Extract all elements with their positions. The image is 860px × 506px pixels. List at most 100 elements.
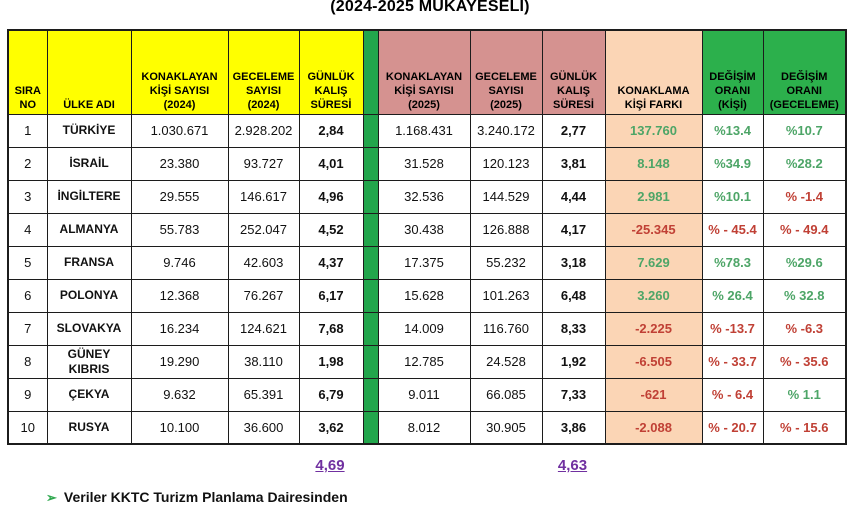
header-konaklama-farki: KONAKLAMA KİŞİ FARKI [604, 29, 703, 115]
separator-cell [362, 344, 379, 379]
cell-konaklama-farki: -2.225 [604, 311, 703, 346]
cell-gunluk-2024: 7,68 [298, 311, 364, 346]
cell-degisim-kisi: % - 20.7 [701, 410, 764, 445]
cell-gunluk-2025: 3,86 [541, 410, 606, 445]
header-konaklayan-2025: KONAKLAYAN KİŞİ SAYISI (2025) [377, 29, 471, 115]
cell-sira-no: 9 [7, 377, 48, 412]
cell-sira-no: 8 [7, 344, 48, 379]
table-row: 9 ÇEKYA 9.632 65.391 6,79 9.011 66.085 7,33 -621… [7, 377, 847, 412]
cell-degisim-geceleme: % 32.8 [762, 278, 847, 313]
cell-konaklama-farki: 2.981 [604, 179, 703, 214]
cell-konaklayan-2025: 8.012 [377, 410, 471, 445]
cell-konaklama-farki: 8.148 [604, 146, 703, 181]
separator-cell [362, 113, 379, 148]
cell-gunluk-2024: 6,17 [298, 278, 364, 313]
cell-sira-no: 3 [7, 179, 48, 214]
table-row: 7 SLOVAKYA 16.234 124.621 7,68 14.009 116.760 8… [7, 311, 847, 346]
cell-konaklama-farki: -25.345 [604, 212, 703, 247]
cell-konaklayan-2024: 29.555 [130, 179, 229, 214]
table-row: 3 İNGİLTERE 29.555 146.617 4,96 32.536 144.529… [7, 179, 847, 214]
cell-country: İSRAİL [46, 146, 132, 181]
cell-konaklayan-2025: 1.168.431 [377, 113, 471, 148]
cell-geceleme-2024: 65.391 [227, 377, 300, 412]
separator-column [362, 29, 379, 115]
cell-sira-no: 5 [7, 245, 48, 280]
table-row: 10 RUSYA 10.100 36.600 3,62 8.012 30.905 3,86 -2… [7, 410, 847, 445]
cell-country: İNGİLTERE [46, 179, 132, 214]
cell-degisim-geceleme: %28.2 [762, 146, 847, 181]
cell-degisim-kisi: % -13.7 [701, 311, 764, 346]
cell-geceleme-2025: 116.760 [469, 311, 543, 346]
cell-geceleme-2025: 55.232 [469, 245, 543, 280]
cell-degisim-kisi: %13.4 [701, 113, 764, 148]
cell-konaklama-farki: -621 [604, 377, 703, 412]
cell-geceleme-2024: 124.621 [227, 311, 300, 346]
separator-cell [362, 212, 379, 247]
cell-gunluk-2025: 2,77 [541, 113, 606, 148]
cell-degisim-kisi: %78.3 [701, 245, 764, 280]
header-degisim-kisi: DEĞİŞİM ORANI (KİŞİ) [701, 29, 764, 115]
cell-gunluk-2024: 6,79 [298, 377, 364, 412]
cell-konaklayan-2024: 23.380 [130, 146, 229, 181]
source-footnote-text: Veriler KKTC Turizm Planlama Dairesinden [63, 489, 348, 505]
cell-konaklayan-2024: 10.100 [130, 410, 229, 445]
cell-geceleme-2024: 93.727 [227, 146, 300, 181]
separator-cell [362, 278, 379, 313]
table-row: 5 FRANSA 9.746 42.603 4,37 17.375 55.232 3,18 7.… [7, 245, 847, 280]
cell-konaklayan-2024: 55.783 [130, 212, 229, 247]
average-gunluk-2025: 4,63 [557, 457, 588, 474]
cell-konaklayan-2025: 15.628 [377, 278, 471, 313]
cell-konaklayan-2025: 12.785 [377, 344, 471, 379]
cell-geceleme-2025: 144.529 [469, 179, 543, 214]
cell-konaklayan-2024: 9.632 [130, 377, 229, 412]
cell-country: POLONYA [46, 278, 132, 313]
cell-degisim-geceleme: % - 35.6 [762, 344, 847, 379]
cell-konaklayan-2024: 16.234 [130, 311, 229, 346]
header-gunluk-2025: GÜNLÜK KALIŞ SÜRESİ [541, 29, 606, 115]
cell-konaklama-farki: -2.088 [604, 410, 703, 445]
cell-country: GÜNEY KIBRIS [46, 344, 132, 379]
cell-degisim-geceleme: % 1.1 [762, 377, 847, 412]
cell-gunluk-2024: 2,84 [298, 113, 364, 148]
cell-geceleme-2024: 36.600 [227, 410, 300, 445]
cell-konaklayan-2024: 1.030.671 [130, 113, 229, 148]
cell-geceleme-2025: 101.263 [469, 278, 543, 313]
cell-country: RUSYA [46, 410, 132, 445]
cell-sira-no: 4 [7, 212, 48, 247]
separator-cell [362, 179, 379, 214]
cell-geceleme-2025: 126.888 [469, 212, 543, 247]
cell-sira-no: 1 [7, 113, 48, 148]
comparison-table: SIRA NO ÜLKE ADI KONAKLAYAN KİŞİ SAYISI … [7, 29, 847, 445]
separator-cell [362, 146, 379, 181]
cell-konaklama-farki: 7.629 [604, 245, 703, 280]
table-row: 8 GÜNEY KIBRIS 19.290 38.110 1,98 12.785 24.52… [7, 344, 847, 379]
cell-gunluk-2025: 3,81 [541, 146, 606, 181]
cell-sira-no: 10 [7, 410, 48, 445]
cell-gunluk-2025: 4,17 [541, 212, 606, 247]
cell-konaklama-farki: 137.760 [604, 113, 703, 148]
cell-degisim-kisi: % - 6.4 [701, 377, 764, 412]
cell-geceleme-2025: 120.123 [469, 146, 543, 181]
cell-degisim-kisi: %34.9 [701, 146, 764, 181]
separator-cell [362, 410, 379, 445]
cell-gunluk-2024: 4,52 [298, 212, 364, 247]
cell-country: TÜRKİYE [46, 113, 132, 148]
cell-degisim-kisi: % - 45.4 [701, 212, 764, 247]
separator-cell [362, 377, 379, 412]
cell-konaklayan-2025: 32.536 [377, 179, 471, 214]
cell-gunluk-2025: 7,33 [541, 377, 606, 412]
cell-geceleme-2024: 76.267 [227, 278, 300, 313]
cell-degisim-geceleme: %29.6 [762, 245, 847, 280]
cell-country: ÇEKYA [46, 377, 132, 412]
arrow-bullet-icon: ➢ [46, 490, 57, 505]
cell-konaklayan-2025: 17.375 [377, 245, 471, 280]
table-row: 1 TÜRKİYE 1.030.671 2.928.202 2,84 1.168.431 3… [7, 113, 847, 148]
cell-gunluk-2025: 1,92 [541, 344, 606, 379]
cell-geceleme-2025: 24.528 [469, 344, 543, 379]
cell-geceleme-2024: 2.928.202 [227, 113, 300, 148]
cell-konaklama-farki: -6.505 [604, 344, 703, 379]
cell-degisim-geceleme: % - 15.6 [762, 410, 847, 445]
cell-degisim-geceleme: % -1.4 [762, 179, 847, 214]
cell-gunluk-2024: 3,62 [298, 410, 364, 445]
